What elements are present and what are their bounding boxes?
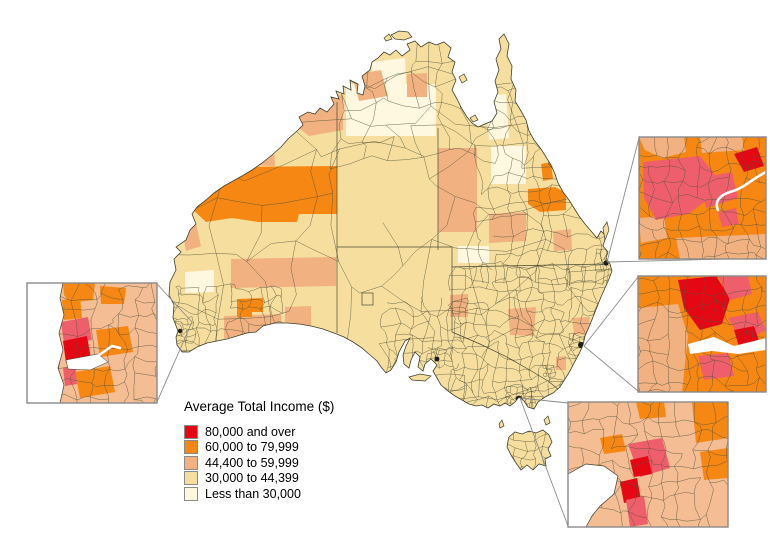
legend-item: 44,400 to 59,999 xyxy=(184,455,334,471)
legend-label: 80,000 and over xyxy=(205,424,296,439)
small-islands xyxy=(383,30,610,429)
legend-label: 30,000 to 44,399 xyxy=(205,471,299,486)
legend-swatch-60k-79k xyxy=(184,440,198,455)
legend-title: Average Total Income ($) xyxy=(184,399,335,414)
legend-label: Less than 30,000 xyxy=(205,486,301,501)
legend-item: 80,000 and over xyxy=(184,424,334,440)
legend-item: 60,000 to 79,999 xyxy=(184,440,334,456)
income-legend: Average Total Income ($) 80,000 and over… xyxy=(184,399,334,502)
legend-swatch-44k-59k xyxy=(184,455,198,470)
legend-item: 30,000 to 44,399 xyxy=(184,471,334,487)
state-borders xyxy=(336,102,606,391)
inset-melbourne xyxy=(567,401,729,528)
legend-swatch-80k-over xyxy=(184,424,198,439)
inset-brisbane xyxy=(638,136,767,260)
inset-sydney xyxy=(637,275,767,393)
legend-swatch-under-30k xyxy=(184,486,198,501)
callout-lines xyxy=(156,137,766,527)
legend-label: 60,000 to 79,999 xyxy=(205,440,299,455)
inset-perth xyxy=(26,282,158,404)
legend-item: Less than 30,000 xyxy=(184,486,334,502)
legend-label: 44,400 to 59,999 xyxy=(205,455,299,470)
legend-swatch-30k-44k xyxy=(184,471,198,486)
